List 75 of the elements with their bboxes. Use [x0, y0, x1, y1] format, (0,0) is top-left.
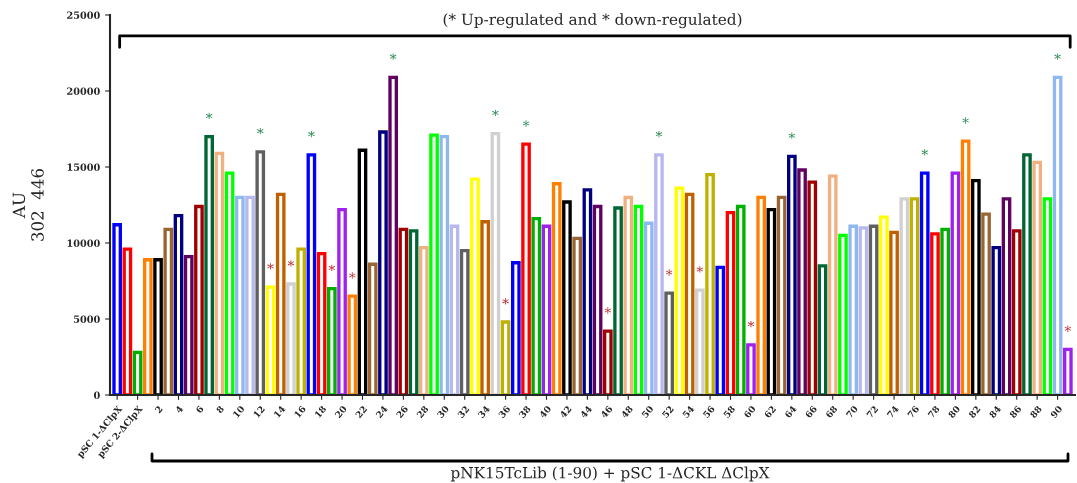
x-tick-label: 30 — [436, 405, 450, 419]
x-tick-label: 46 — [600, 405, 613, 419]
x-tick-label: 12 — [253, 405, 265, 418]
x-tick-label: 4 — [174, 405, 184, 414]
x-tick-label: 68 — [825, 405, 838, 419]
y-tick-label: 5000 — [74, 315, 100, 323]
data-label: * — [962, 117, 969, 124]
data-label: * — [389, 53, 397, 60]
x-tick-label: 34 — [477, 405, 491, 419]
data-label: * — [267, 263, 274, 270]
x-tick-label: 14 — [273, 405, 286, 418]
x-tick-label: 84 — [988, 405, 1002, 419]
data-label: * — [502, 298, 509, 305]
x-tick-label: 82 — [968, 405, 981, 419]
data-label: * — [696, 266, 704, 273]
x-tick-label: 70 — [845, 405, 859, 419]
x-tick-label: 36 — [498, 405, 511, 419]
y-tick-label: 25000 — [67, 11, 100, 19]
data-label: * — [492, 109, 499, 117]
data-label: * — [308, 131, 315, 138]
x-tick-label: 16 — [293, 405, 307, 418]
x-tick-label: 48 — [620, 405, 634, 419]
x-tick-label: 86 — [1009, 405, 1022, 419]
x-tick-label: 32 — [457, 405, 470, 419]
y-tick-label: 10000 — [67, 239, 100, 247]
x-tick-label: 28 — [416, 405, 429, 419]
y-axis-title: AU 302 446 — [12, 168, 44, 241]
x-tick-label: 66 — [804, 405, 818, 419]
data-label: * — [655, 131, 663, 138]
data-label: * — [747, 321, 755, 328]
x-tick-label: 50 — [641, 405, 654, 419]
data-label: * — [205, 112, 213, 120]
x-tick-label: 90 — [1049, 405, 1063, 419]
x-tick-label: 72 — [866, 405, 879, 419]
data-label: * — [522, 120, 530, 127]
x-tick-label: 62 — [763, 405, 777, 419]
x-tick-label: 54 — [682, 405, 695, 419]
x-tick-label: 2 — [154, 405, 163, 414]
data-label: * — [1054, 53, 1061, 60]
x-tick-label: 24 — [375, 405, 388, 419]
y-tick-label: 0 — [93, 391, 100, 399]
x-tick-label: 52 — [661, 405, 674, 419]
data-label: * — [921, 149, 928, 156]
x-tick-label: 8 — [215, 405, 225, 414]
data-label: * — [257, 127, 264, 135]
x-axis-title: pNK15TcLib (1-90) + pSC 1-ΔCKL ΔClpX — [450, 466, 770, 482]
data-label: * — [287, 260, 295, 267]
x-tick-label: 60 — [743, 405, 757, 419]
data-label: * — [665, 269, 673, 276]
x-tick-label: 26 — [395, 405, 409, 419]
annotation: (* Up-regulated and * down-regulated) — [443, 13, 742, 29]
x-tick-label: 42 — [559, 405, 572, 419]
x-tick-label: 78 — [927, 405, 940, 419]
y-tick-label: 20000 — [67, 87, 100, 95]
x-tick-label: 44 — [579, 405, 593, 419]
x-tick-label: 58 — [723, 405, 736, 419]
data-label: * — [604, 307, 612, 314]
x-tick-label: 6 — [195, 405, 204, 414]
x-tick-label: 10 — [232, 405, 245, 418]
data-label: * — [788, 132, 796, 139]
data-label: * — [328, 264, 336, 272]
x-tick-label: 18 — [314, 405, 327, 418]
x-tick-label: 64 — [784, 405, 797, 419]
x-tick-label: 76 — [907, 405, 920, 419]
x-tick-label: 80 — [947, 405, 961, 419]
x-tick-label: 22 — [354, 405, 368, 419]
x-tick-label: 20 — [334, 405, 348, 419]
x-tick-label: 74 — [886, 405, 900, 419]
data-label: * — [1064, 325, 1072, 332]
y-tick-label: 15000 — [67, 163, 100, 171]
x-tick-label: 88 — [1029, 405, 1043, 419]
x-tick-label: 56 — [702, 405, 716, 419]
data-label: * — [349, 272, 356, 279]
x-tick-label: 38 — [518, 405, 532, 419]
x-tick-label: 40 — [538, 405, 552, 419]
